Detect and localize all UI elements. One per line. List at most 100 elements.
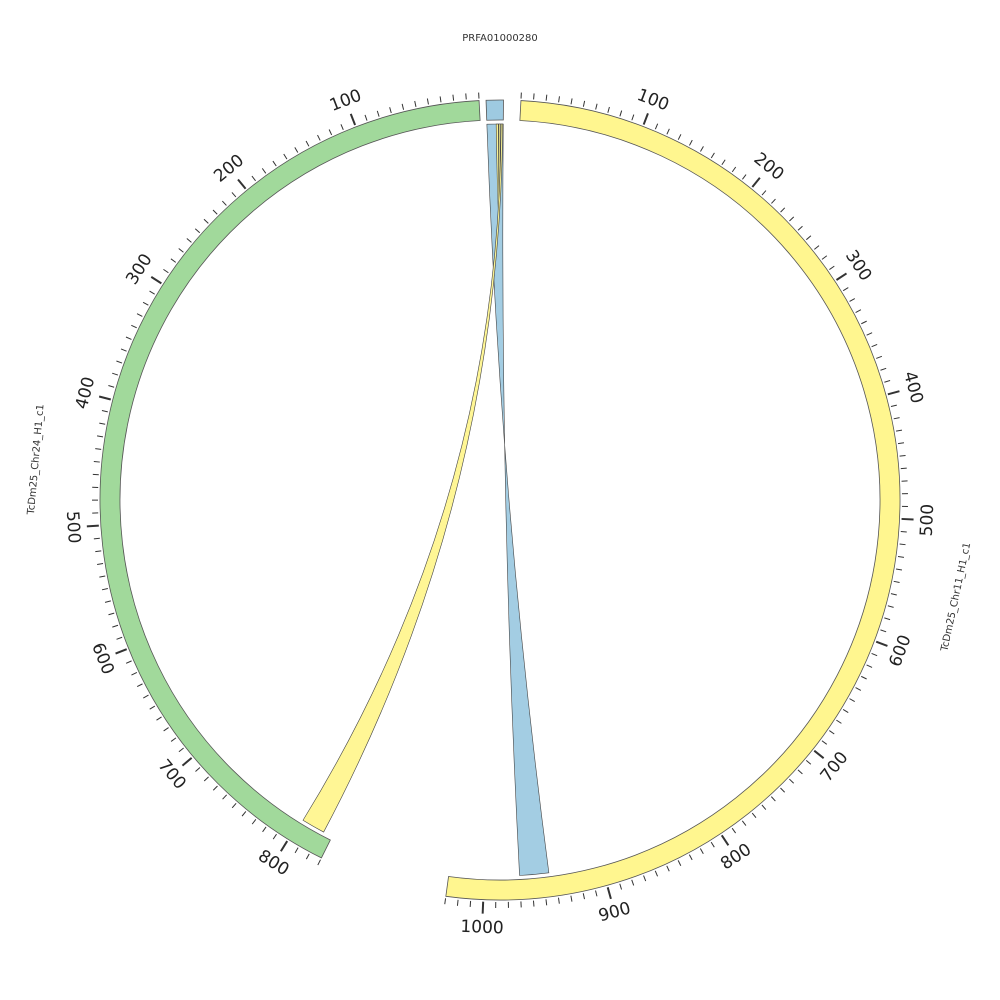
- minor-tick: [203, 218, 209, 224]
- minor-tick: [805, 760, 812, 765]
- minor-tick: [93, 460, 100, 463]
- minor-tick: [93, 537, 100, 540]
- minor-tick: [666, 128, 670, 135]
- major-tick: [181, 757, 193, 767]
- minor-tick: [595, 890, 598, 897]
- minor-tick: [95, 448, 102, 450]
- minor-tick: [163, 268, 169, 274]
- minor-tick: [595, 103, 598, 110]
- minor-tick: [389, 107, 392, 114]
- minor-tick: [558, 96, 560, 103]
- tick-label: 300: [841, 247, 875, 285]
- minor-tick: [688, 854, 693, 861]
- minor-tick: [262, 826, 267, 833]
- tick-label: 400: [72, 375, 99, 411]
- minor-tick: [294, 147, 299, 153]
- major-tick: [115, 648, 128, 655]
- minor-tick: [97, 563, 104, 565]
- minor-tick: [444, 898, 447, 905]
- minor-tick: [890, 404, 897, 408]
- minor-tick: [780, 207, 786, 213]
- minor-tick: [742, 174, 747, 180]
- minor-tick: [120, 348, 127, 352]
- minor-tick: [866, 332, 873, 336]
- minor-tick: [814, 245, 820, 250]
- minor-tick: [112, 372, 119, 376]
- minor-tick: [142, 301, 149, 306]
- minor-tick: [842, 287, 849, 292]
- minor-tick: [897, 556, 905, 558]
- minor-tick: [156, 716, 162, 721]
- minor-tick: [741, 820, 747, 826]
- minor-tick: [456, 899, 459, 906]
- minor-tick: [96, 435, 104, 438]
- minor-tick: [871, 343, 878, 348]
- minor-tick: [251, 175, 256, 182]
- minor-tick: [125, 336, 132, 340]
- major-tick: [642, 112, 649, 125]
- minor-tick: [797, 769, 803, 775]
- tick-label: 100: [327, 86, 364, 116]
- minor-tick: [108, 385, 115, 388]
- minor-tick: [855, 687, 862, 691]
- minor-tick: [666, 865, 670, 872]
- major-tick: [720, 834, 730, 846]
- minor-tick: [178, 747, 184, 753]
- minor-tick: [101, 587, 108, 591]
- minor-tick: [710, 152, 715, 159]
- minor-tick: [317, 859, 321, 866]
- minor-tick: [654, 123, 659, 130]
- minor-tick: [545, 94, 548, 101]
- minor-tick: [731, 827, 737, 834]
- segment-chr24: [99, 100, 481, 859]
- minor-tick: [631, 879, 635, 886]
- minor-tick: [643, 875, 647, 882]
- minor-tick: [582, 893, 585, 900]
- minor-tick: [876, 355, 883, 359]
- minor-tick: [376, 110, 380, 117]
- minor-tick: [439, 96, 442, 103]
- minor-tick: [570, 98, 573, 105]
- minor-tick: [861, 675, 867, 680]
- segment-name-prfa: PRFA01000280: [462, 33, 538, 44]
- tick-label: 300: [122, 250, 156, 288]
- minor-tick: [99, 575, 106, 578]
- tick-label: 500: [917, 503, 939, 536]
- minor-tick: [861, 320, 867, 325]
- minor-tick: [884, 617, 891, 621]
- minor-tick: [231, 802, 237, 809]
- minor-tick: [131, 324, 137, 329]
- minor-tick: [789, 216, 795, 222]
- minor-tick: [789, 778, 795, 784]
- minor-tick: [364, 114, 368, 121]
- minor-tick: [143, 694, 149, 699]
- tick-label: 100: [634, 85, 671, 115]
- minor-tick: [893, 580, 900, 584]
- minor-tick: [212, 209, 218, 215]
- minor-tick: [761, 804, 767, 810]
- major-tick: [349, 113, 357, 126]
- minor-tick: [203, 776, 209, 782]
- major-tick: [98, 395, 112, 401]
- minor-tick: [231, 192, 237, 198]
- minor-tick: [251, 819, 257, 825]
- tick-label: 200: [210, 151, 248, 187]
- minor-tick: [533, 93, 535, 100]
- minor-tick: [710, 841, 715, 848]
- minor-tick: [194, 228, 201, 234]
- minor-tick: [619, 883, 623, 890]
- minor-tick: [163, 727, 169, 732]
- minor-tick: [821, 740, 828, 745]
- major-tick: [901, 517, 914, 521]
- tick-label: 800: [254, 846, 292, 880]
- minor-tick: [116, 360, 123, 364]
- major-tick: [481, 901, 485, 914]
- minor-tick: [340, 124, 344, 130]
- minor-tick: [899, 454, 906, 457]
- segments-layer: [99, 99, 901, 901]
- minor-tick: [272, 160, 277, 167]
- links-layer: [302, 123, 550, 876]
- link-ribbon-2: [302, 123, 504, 833]
- minor-tick: [829, 730, 835, 735]
- minor-tick: [887, 605, 894, 608]
